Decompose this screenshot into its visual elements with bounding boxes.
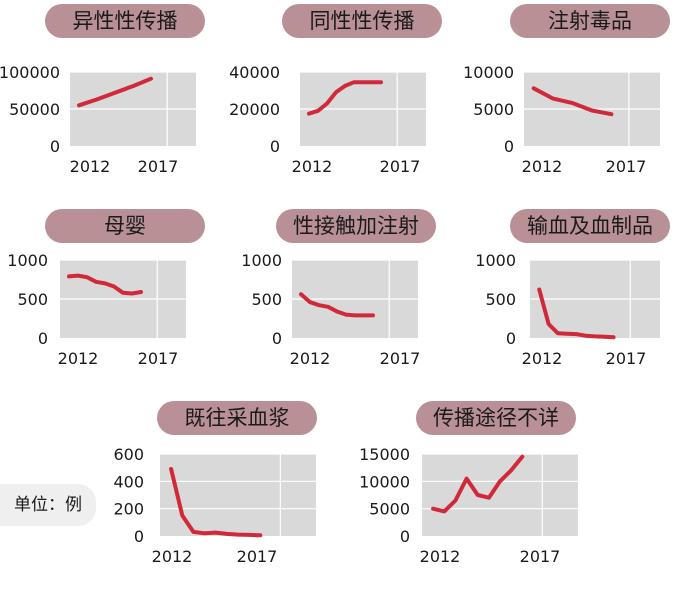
x-tick-label: 2017 bbox=[138, 349, 179, 368]
chart-title: 输血及血制品 bbox=[510, 209, 670, 243]
series-line bbox=[169, 467, 263, 538]
x-tick-label: 2017 bbox=[380, 157, 421, 176]
series-line bbox=[431, 454, 525, 514]
chart-plot: 0 5000 10000 15000 2012 2017 bbox=[359, 445, 578, 566]
y-tick-label: 20000 bbox=[229, 100, 280, 119]
chart-title: 性接触加注射 bbox=[276, 209, 436, 243]
y-tick-label: 1000 bbox=[241, 251, 282, 270]
x-tick-label: 2017 bbox=[138, 157, 179, 176]
y-tick-label: 500 bbox=[17, 290, 48, 309]
chart-panel: 异性性传播 0 50000 100000 2012 2017 bbox=[0, 0, 232, 190]
x-tick-label: 2017 bbox=[237, 547, 278, 566]
y-tick-label: 600 bbox=[113, 445, 144, 464]
x-tick-label: 2017 bbox=[520, 547, 561, 566]
y-tick-label: 0 bbox=[50, 137, 60, 156]
chart-plot: 0 500 1000 2012 2017 bbox=[241, 251, 421, 368]
y-tick-label: 0 bbox=[134, 527, 144, 546]
chart-plot: 0 50000 100000 2012 2017 bbox=[0, 63, 196, 176]
chart-panel: 既往采血浆 0 200 400 600 2012 2017 bbox=[110, 397, 342, 587]
chart-title: 母婴 bbox=[45, 209, 205, 243]
x-tick-label: 2017 bbox=[380, 349, 421, 368]
chart-title: 既往采血浆 bbox=[157, 401, 317, 435]
y-tick-label: 0 bbox=[400, 527, 410, 546]
chart-panel: 母婴 0 500 1000 2012 2017 bbox=[0, 205, 232, 395]
x-tick-label: 2012 bbox=[522, 157, 563, 176]
chart-title: 传播途径不详 bbox=[416, 401, 576, 435]
y-tick-label: 40000 bbox=[229, 63, 280, 82]
x-tick-label: 2012 bbox=[58, 349, 99, 368]
chart-plot: 0 500 1000 2012 2017 bbox=[7, 251, 186, 368]
series-line bbox=[299, 292, 375, 318]
chart-panel: 注射毒品 0 5000 10000 2012 2017 bbox=[463, 0, 696, 190]
y-tick-label: 1000 bbox=[7, 251, 48, 270]
y-tick-label: 0 bbox=[38, 329, 48, 348]
y-tick-label: 10000 bbox=[463, 63, 514, 82]
x-tick-label: 2012 bbox=[290, 349, 331, 368]
chart-panel: 输血及血制品 0 500 1000 2012 2017 bbox=[464, 205, 696, 395]
chart-panel: 性接触加注射 0 500 1000 2012 2017 bbox=[232, 205, 464, 395]
chart-plot: 0 500 1000 2012 2017 bbox=[475, 251, 660, 368]
y-tick-label: 500 bbox=[485, 290, 516, 309]
y-tick-label: 400 bbox=[113, 472, 144, 491]
x-tick-label: 2012 bbox=[420, 547, 461, 566]
y-tick-label: 200 bbox=[113, 500, 144, 519]
unit-label: 单位：例 bbox=[0, 484, 96, 526]
y-tick-label: 0 bbox=[270, 137, 280, 156]
series-line bbox=[307, 80, 383, 116]
y-tick-label: 100000 bbox=[0, 63, 60, 82]
plot-area bbox=[160, 454, 316, 536]
chart-title: 异性性传播 bbox=[45, 4, 205, 38]
chart-plot: 0 5000 10000 2012 2017 bbox=[463, 63, 660, 176]
y-tick-label: 1000 bbox=[475, 251, 516, 270]
series-line bbox=[531, 86, 614, 117]
chart-panel: 同性性传播 0 20000 40000 2012 2017 bbox=[229, 0, 464, 190]
chart-plot: 0 200 400 600 2012 2017 bbox=[113, 445, 316, 566]
series-line bbox=[67, 273, 143, 296]
y-tick-label: 5000 bbox=[473, 100, 514, 119]
series-line bbox=[77, 76, 153, 108]
y-tick-label: 0 bbox=[504, 137, 514, 156]
y-tick-label: 5000 bbox=[369, 500, 410, 519]
y-tick-label: 15000 bbox=[359, 445, 410, 464]
x-tick-label: 2012 bbox=[522, 349, 563, 368]
plot-area bbox=[422, 454, 578, 536]
chart-title: 同性性传播 bbox=[282, 4, 442, 38]
chart-panel: 传播途径不详 0 5000 10000 15000 2012 2017 bbox=[350, 397, 582, 587]
chart-title: 注射毒品 bbox=[510, 4, 670, 38]
x-tick-label: 2012 bbox=[70, 157, 111, 176]
chart-plot: 0 20000 40000 2012 2017 bbox=[229, 63, 426, 176]
y-tick-label: 10000 bbox=[359, 472, 410, 491]
x-tick-label: 2012 bbox=[292, 157, 333, 176]
x-tick-label: 2017 bbox=[606, 349, 647, 368]
series-line bbox=[537, 287, 616, 340]
y-tick-label: 0 bbox=[506, 329, 516, 348]
y-tick-label: 0 bbox=[272, 329, 282, 348]
x-tick-label: 2012 bbox=[152, 547, 193, 566]
y-tick-label: 500 bbox=[251, 290, 282, 309]
x-tick-label: 2017 bbox=[606, 157, 647, 176]
y-tick-label: 50000 bbox=[9, 100, 60, 119]
